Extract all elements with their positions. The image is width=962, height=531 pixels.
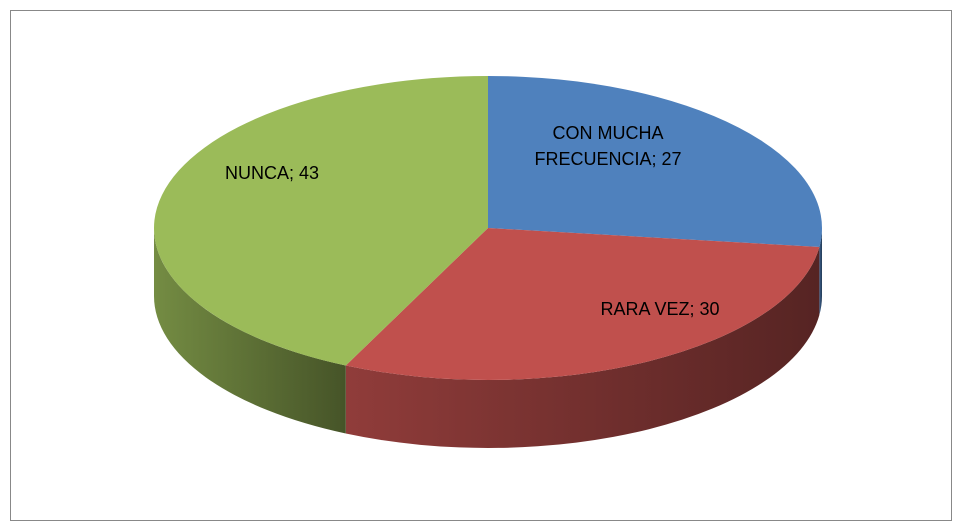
- pie-slice: [488, 76, 822, 248]
- pie-slice: [345, 228, 820, 381]
- pie-side: [819, 228, 822, 316]
- data-label: CON MUCHA FRECUENCIA; 27: [534, 123, 682, 169]
- pie-side: [154, 228, 346, 434]
- pie-side: [345, 247, 820, 448]
- pie-slice: [154, 76, 488, 366]
- data-label: NUNCA; 43: [224, 163, 320, 183]
- data-label: RARA VEZ; 30: [600, 299, 720, 319]
